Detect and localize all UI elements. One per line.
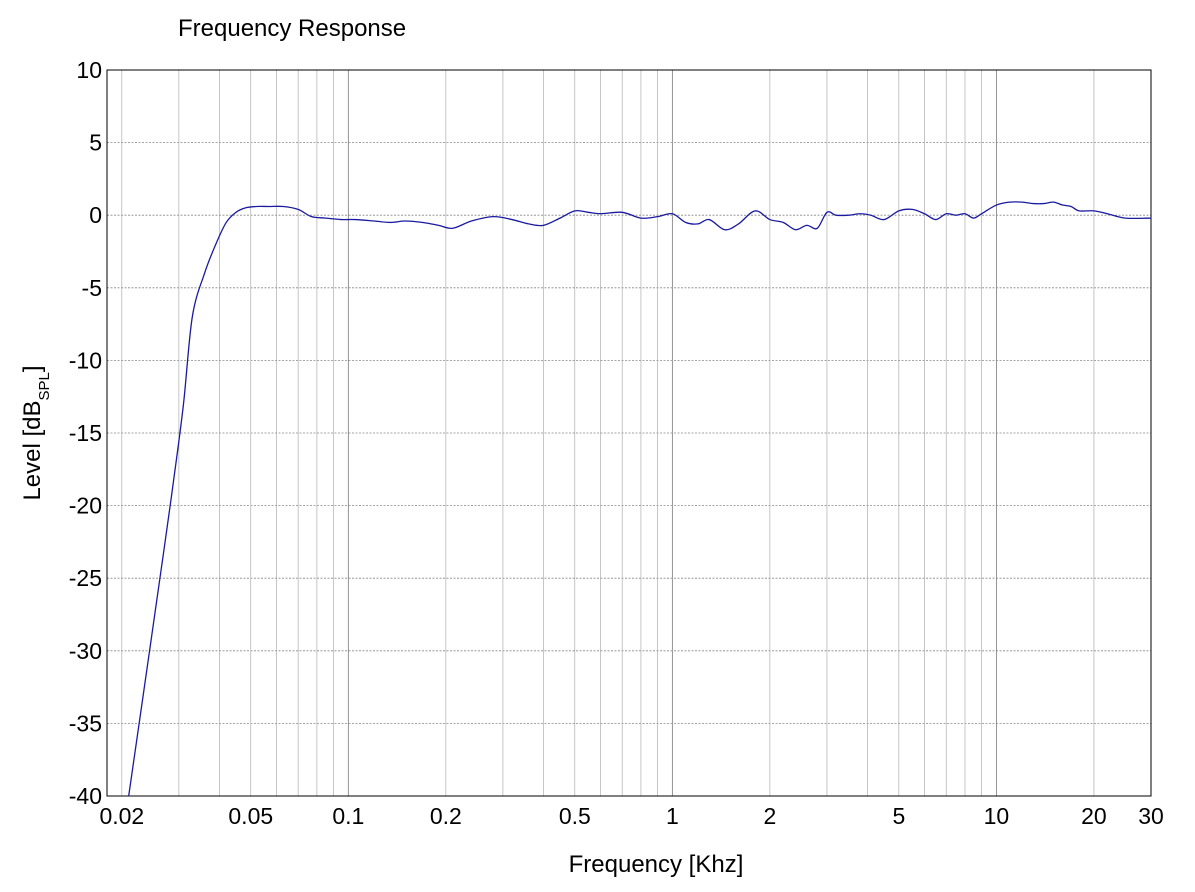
y-tick-label: -30: [69, 638, 102, 664]
x-tick-label: 30: [1138, 803, 1164, 829]
y-axis-label-main: Level [dB: [19, 400, 46, 500]
chart-title: Frequency Response: [178, 15, 406, 42]
x-tick-label: 20: [1081, 803, 1107, 829]
y-tick-label: -40: [69, 783, 102, 809]
x-tick-label: 0.02: [99, 803, 144, 829]
x-tick-label: 5: [892, 803, 905, 829]
y-axis-label-sub: SPL: [36, 372, 53, 400]
plot-frame: [106, 69, 1152, 797]
y-axis-label: Level [dBSPL]: [19, 365, 53, 500]
x-tick-label: 0.5: [559, 803, 591, 829]
y-tick-label: 0: [89, 202, 102, 228]
series-line: [128, 201, 1152, 797]
x-tick-label: 10: [984, 803, 1010, 829]
y-tick-label: -25: [69, 565, 102, 591]
y-tick-label: -35: [69, 710, 102, 736]
grid: [107, 69, 1151, 797]
x-tick-label: 1: [666, 803, 679, 829]
x-tick-label: 2: [764, 803, 777, 829]
y-tick-label: 5: [89, 130, 102, 156]
y-axis-label-close: ]: [19, 365, 46, 372]
x-tick-label: 0.1: [332, 803, 364, 829]
y-tick-label: -20: [69, 493, 102, 519]
y-tick-label: 10: [76, 57, 102, 83]
x-tick-label: 0.2: [430, 803, 462, 829]
y-tick-label: -15: [69, 420, 102, 446]
x-tick-label: 0.05: [228, 803, 273, 829]
y-tick-label: -10: [69, 347, 102, 373]
x-tick-labels: 0.02 0.05 0.1 0.2 0.5 1 2 5 10 20 30: [99, 803, 1163, 829]
x-axis-label: Frequency [Khz]: [569, 851, 744, 878]
y-tick-label: -5: [82, 275, 102, 301]
y-tick-labels: 10 5 0 -5 -10 -15 -20 -25 -30 -35 -40: [69, 57, 102, 809]
